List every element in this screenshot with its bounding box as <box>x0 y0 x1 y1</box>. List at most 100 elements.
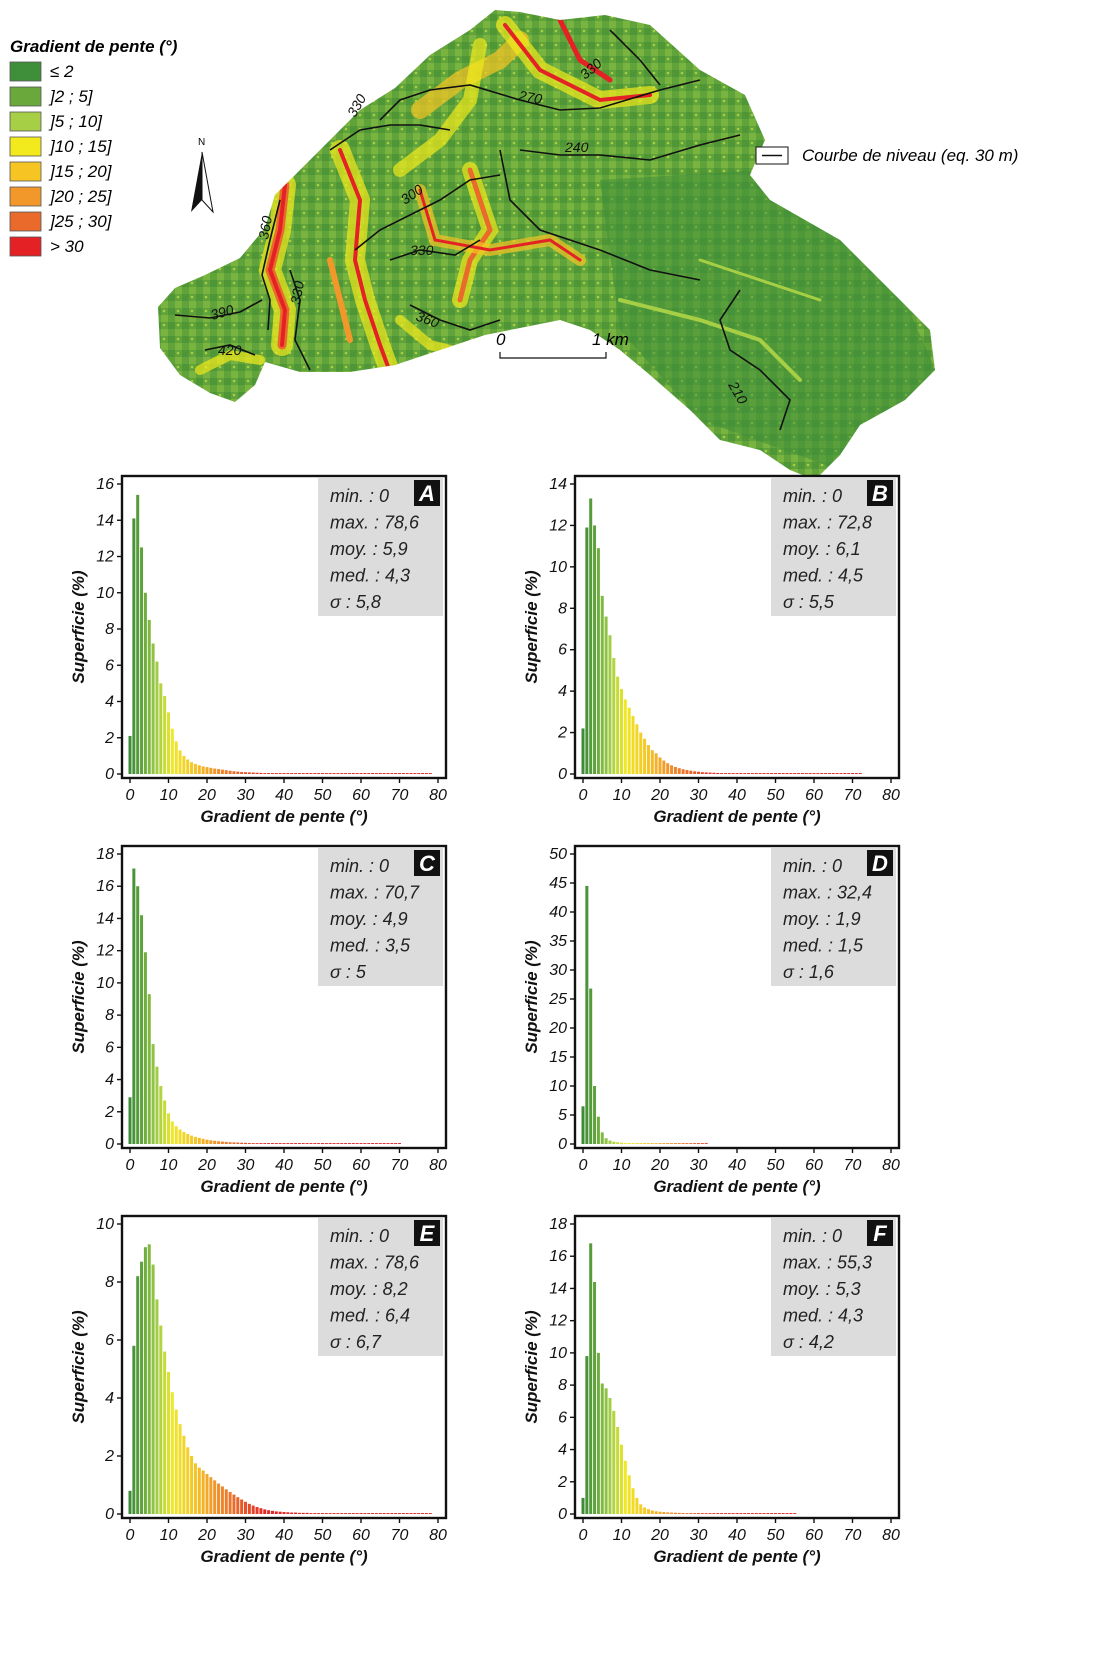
x-tick-label: 20 <box>197 1527 216 1544</box>
histogram-bar <box>267 1510 271 1514</box>
histogram-bar <box>693 1513 697 1514</box>
histogram-bar <box>163 1351 167 1514</box>
histogram-bar <box>140 915 144 1144</box>
legend-swatch-7 <box>9 236 42 257</box>
histogram-bar <box>612 1410 616 1514</box>
histogram-bar <box>696 771 701 774</box>
histogram-bar <box>781 1513 785 1514</box>
histogram-bar <box>170 1121 174 1144</box>
y-tick-label: 4 <box>105 1072 114 1089</box>
histogram-bar <box>336 1143 340 1144</box>
histogram-bar <box>143 592 147 774</box>
histogram-bar <box>397 1513 402 1514</box>
histogram-bar <box>589 1243 593 1514</box>
histogram-bar <box>290 1512 294 1514</box>
histogram-bar <box>646 1509 650 1514</box>
histogram-bar <box>781 773 785 774</box>
y-tick-label: 4 <box>105 1390 114 1407</box>
histogram-bar <box>839 773 843 774</box>
y-tick-label: 10 <box>96 1216 114 1233</box>
histogram-bar <box>681 769 685 774</box>
histogram-bar <box>363 773 367 774</box>
histogram-bar <box>635 1143 639 1144</box>
histogram-bar <box>639 1504 643 1514</box>
histogram-bar <box>666 1512 670 1514</box>
x-tick-label: 50 <box>314 1157 332 1174</box>
x-tick-label: 80 <box>882 1157 900 1174</box>
histogram-bar <box>608 1398 612 1514</box>
legend-label-6: ]25 ; 30] <box>48 212 113 231</box>
histogram-bar <box>263 773 267 774</box>
y-axis-title: Superficie (%) <box>522 1310 541 1424</box>
histogram-bar <box>297 773 301 774</box>
histogram-bar <box>236 1142 240 1144</box>
histogram-bar <box>359 773 363 774</box>
panel-letter-badge <box>867 850 893 876</box>
histogram-bar <box>735 1513 739 1514</box>
histogram-bar <box>650 1510 654 1514</box>
histogram-bar <box>232 771 236 774</box>
stats-line: moy. : 1,9 <box>783 909 861 929</box>
stats-line: med. : 6,4 <box>330 1306 410 1326</box>
histogram-bar <box>328 1513 332 1514</box>
x-tick-label: 40 <box>728 1527 746 1544</box>
contour-label-6: 330 <box>410 242 434 258</box>
histogram-bar <box>604 1388 608 1514</box>
histogram-bar <box>371 1143 375 1144</box>
histogram-bar <box>286 1512 290 1514</box>
histogram-bar <box>835 773 839 774</box>
histogram-bar <box>236 1497 240 1514</box>
histogram-bar <box>789 1513 793 1514</box>
y-tick-label: 16 <box>96 878 114 895</box>
histogram-panel-b: 0 2 4 6 8 10 12 14 0 10 20 30 40 50 60 70 80 Gradient de … <box>513 462 923 834</box>
stats-line: min. : 0 <box>330 486 389 506</box>
histogram-bar <box>750 1513 754 1514</box>
histogram-bar <box>785 1513 789 1514</box>
y-tick-label: 12 <box>549 517 567 534</box>
histogram-bar <box>193 1463 197 1514</box>
histogram-bar <box>424 1513 428 1514</box>
panel-letter: D <box>872 851 888 876</box>
histogram-bar <box>217 1483 221 1514</box>
histogram-bar <box>770 1513 774 1514</box>
histogram-bar <box>166 1113 171 1144</box>
histogram-bar <box>274 1143 278 1144</box>
histogram-bar <box>673 1512 677 1514</box>
y-axis-title: Superficie (%) <box>522 940 541 1054</box>
histogram-bar <box>631 716 635 774</box>
histogram-bar <box>409 773 413 774</box>
histogram-bar <box>816 773 820 774</box>
histogram-bar <box>731 773 735 774</box>
y-tick-label: 6 <box>558 642 567 659</box>
histogram-bar <box>793 773 797 774</box>
panel-letter-badge <box>414 850 440 876</box>
histogram-bar <box>336 1513 340 1514</box>
y-tick-label: 15 <box>549 1049 567 1066</box>
histogram-bar <box>128 1097 132 1144</box>
x-axis-title: Gradient de pente (°) <box>653 1547 821 1566</box>
histogram-bar <box>378 1143 382 1144</box>
x-axis-title: Gradient de pente (°) <box>653 807 821 826</box>
histogram-bar <box>793 1513 797 1514</box>
histogram-bar <box>777 773 781 774</box>
x-tick-label: 40 <box>275 1527 293 1544</box>
y-tick-label: 8 <box>105 1274 114 1291</box>
histogram-bar <box>201 1138 205 1144</box>
y-axis-title: Superficie (%) <box>522 570 541 684</box>
x-tick-label: 60 <box>805 1157 823 1174</box>
histogram-bar <box>394 1143 398 1144</box>
histogram-bar <box>766 773 770 774</box>
histogram-bar <box>274 1511 278 1514</box>
histogram-bar <box>596 548 600 774</box>
histogram-bar <box>163 1100 167 1144</box>
histogram-panel-d: 0 5 10 15 20 25 30 35 40 45 50 0 10 20 30 40 50 60 70 80 Gra… <box>513 832 923 1204</box>
histogram-bar <box>294 773 298 774</box>
y-tick-label: 0 <box>558 1136 567 1153</box>
histogram-bar <box>616 676 620 774</box>
x-axis-title: Gradient de pente (°) <box>653 1177 821 1196</box>
x-tick-label: 60 <box>805 787 823 804</box>
histogram-bar <box>847 773 851 774</box>
histogram-bar <box>689 770 693 774</box>
stats-line: moy. : 4,9 <box>330 909 408 929</box>
scale-bar: 0 1 km <box>496 330 629 359</box>
